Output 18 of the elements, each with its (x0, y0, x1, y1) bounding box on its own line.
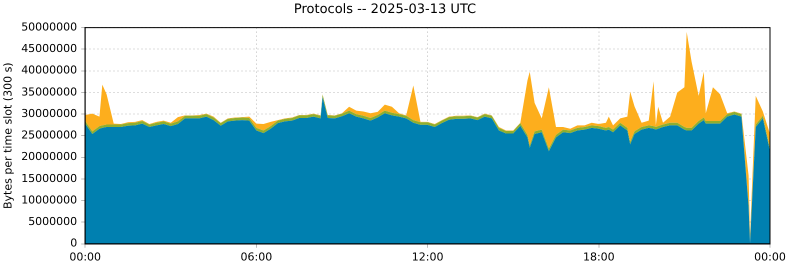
x-tick-label: 18:00 (582, 250, 615, 264)
x-tick-label: 00:00 (69, 250, 102, 264)
y-tick-label: 10000000 (21, 193, 78, 206)
y-tick-label: 25000000 (21, 128, 78, 142)
y-tick-label: 20000000 (21, 150, 78, 164)
y-tick-label: 5000000 (28, 215, 78, 228)
y-tick-label: 45000000 (21, 42, 78, 56)
y-tick-label: 40000000 (21, 64, 78, 77)
y-tick-label: 30000000 (21, 106, 78, 120)
y-axis-title: Bytes per time slot (300 s) (1, 62, 14, 210)
y-tick-label: 35000000 (21, 85, 78, 98)
y-tick-label: 15000000 (21, 172, 78, 185)
x-tick-label: 12:00 (412, 250, 444, 264)
x-tick-label: 06:00 (240, 250, 272, 264)
y-tick-label: 0 (70, 236, 78, 250)
chart-title: Protocols -- 2025-03-13 UTC (294, 2, 476, 18)
y-tick-label: 50000000 (21, 20, 78, 34)
x-tick-label: 00:00 (754, 250, 786, 264)
